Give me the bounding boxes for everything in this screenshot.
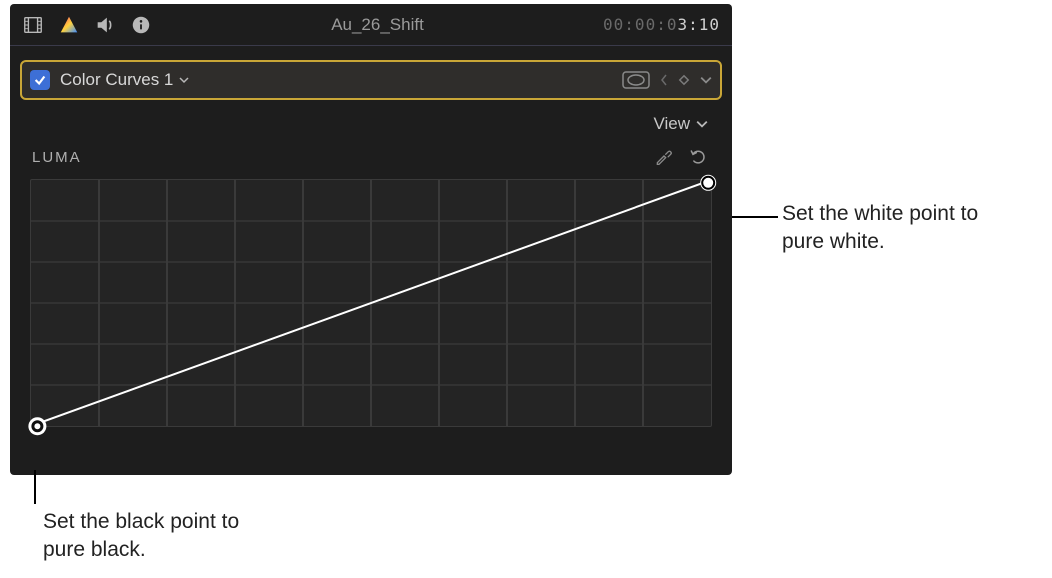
mask-icon[interactable] [622, 69, 650, 91]
callout-leader [732, 216, 778, 218]
curve-channel-label: LUMA [32, 149, 82, 166]
inspector-panel: Au_26_Shift 00:00:03:10 Color Curves 1 V… [10, 4, 732, 475]
effect-enable-checkbox[interactable] [30, 70, 50, 90]
keyframe-icon[interactable] [678, 74, 690, 86]
clip-title: Au_26_Shift [152, 15, 603, 35]
keyframe-nav [660, 74, 712, 86]
callout-leader [34, 470, 36, 504]
callout-black-point: Set the black point to pure black. [43, 508, 283, 565]
timecode-active: 3:10 [677, 15, 720, 34]
luma-curve-area[interactable] [30, 179, 712, 427]
view-menu[interactable]: View [10, 100, 732, 140]
effect-name-label: Color Curves 1 [60, 70, 173, 90]
film-icon[interactable] [22, 14, 44, 36]
chevron-down-icon[interactable] [700, 74, 712, 86]
white-point-handle[interactable] [701, 176, 715, 190]
color-icon[interactable] [58, 14, 80, 36]
reset-icon[interactable] [688, 146, 708, 169]
inspector-topbar: Au_26_Shift 00:00:03:10 [10, 4, 732, 46]
eyedropper-icon[interactable] [654, 146, 674, 169]
timecode: 00:00:03:10 [603, 15, 720, 34]
curve-header: LUMA [10, 140, 732, 175]
keyframe-prev-icon[interactable] [660, 74, 668, 86]
callout-white-point: Set the white point to pure white. [782, 200, 1022, 257]
black-point-handle[interactable] [29, 418, 45, 434]
audio-icon[interactable] [94, 14, 116, 36]
chevron-down-icon [179, 75, 189, 85]
info-icon[interactable] [130, 14, 152, 36]
chevron-down-icon [696, 118, 708, 130]
effect-name-dropdown[interactable]: Color Curves 1 [60, 70, 189, 90]
luma-curve-line[interactable] [31, 180, 711, 426]
inspector-tabs [22, 14, 152, 36]
timecode-dim: 00:00:0 [603, 15, 677, 34]
effect-header[interactable]: Color Curves 1 [20, 60, 722, 100]
view-menu-label: View [653, 114, 690, 134]
